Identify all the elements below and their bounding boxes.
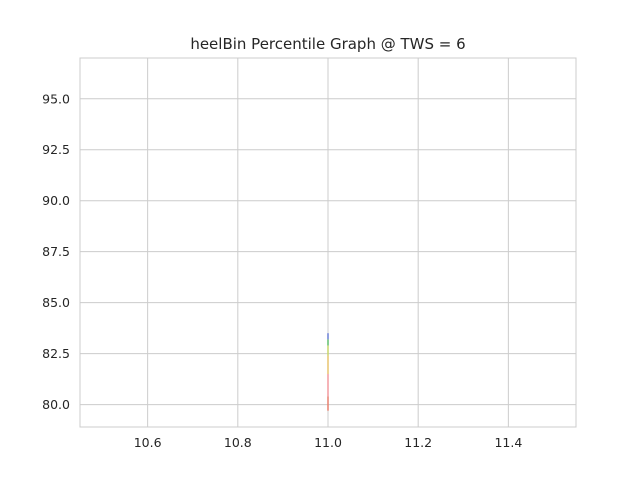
- y-tick-label: 87.5: [42, 244, 70, 259]
- y-tick-label: 85.0: [42, 295, 70, 310]
- y-tick-label: 95.0: [42, 91, 70, 106]
- y-tick-label: 82.5: [42, 346, 70, 361]
- x-tick-label: 10.6: [134, 435, 162, 450]
- y-tick-label: 90.0: [42, 193, 70, 208]
- chart-title: heelBin Percentile Graph @ TWS = 6: [190, 35, 465, 53]
- x-axis-ticks: 10.6 10.8 11.0 11.2 11.4: [134, 435, 523, 450]
- x-tick-label: 11.2: [404, 435, 432, 450]
- x-tick-label: 11.4: [494, 435, 522, 450]
- plot-area-frame: [79, 57, 577, 428]
- x-tick-label: 11.0: [314, 435, 342, 450]
- y-tick-label: 92.5: [42, 142, 70, 157]
- x-tick-label: 10.8: [224, 435, 252, 450]
- y-axis-ticks: 80.0 82.5 85.0 87.5 90.0 92.5 95.0: [42, 91, 70, 412]
- y-tick-label: 80.0: [42, 397, 70, 412]
